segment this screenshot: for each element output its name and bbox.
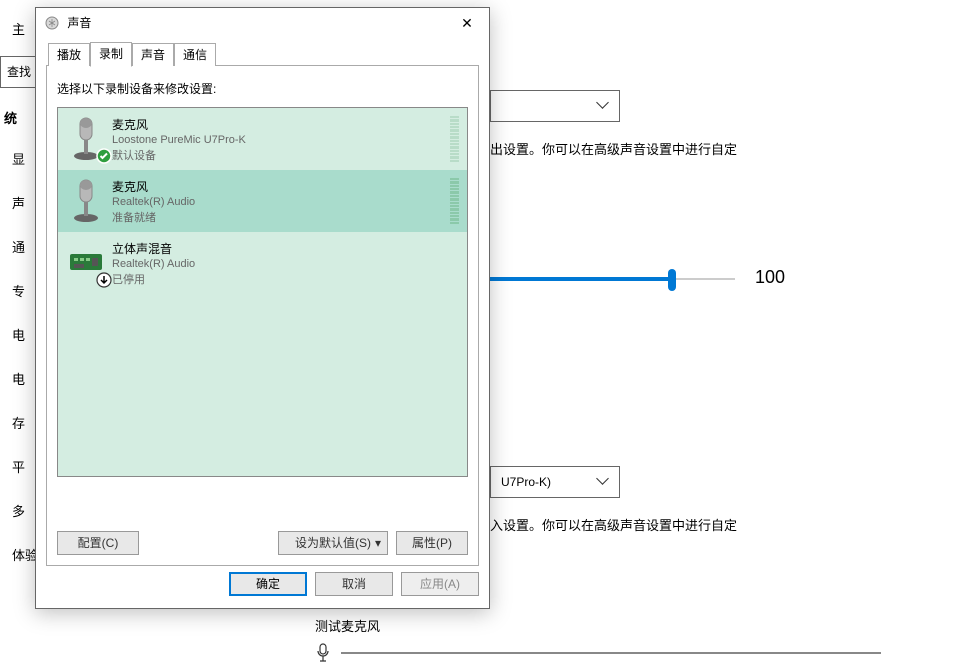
device-name: 立体声混音 [112,240,459,257]
output-device-dropdown[interactable] [490,90,620,122]
microphone-icon [66,114,106,162]
recording-device-list[interactable]: 麦克风Loostone PureMic U7Pro-K默认设备麦克风Realte… [57,107,468,477]
microphone-icon [315,643,331,663]
mic-test-level-track [341,652,881,654]
panel-instruction-label: 选择以下录制设备来修改设置: [57,80,468,97]
sidebar-list: 显 声 通 专 电 电 存 平 多 体验共享 [0,138,36,578]
recording-tab-panel: 选择以下录制设备来修改设置: 麦克风Loostone PureMic U7Pro… [46,66,479,566]
cancel-button[interactable]: 取消 [315,572,393,596]
sidebar-item[interactable]: 电 [0,314,36,358]
sidebar-item[interactable]: 声 [0,182,36,226]
level-meter [450,116,459,162]
set-default-button[interactable]: 设为默认值(S) ▾ [278,531,388,555]
chevron-down-icon: ▾ [375,532,381,554]
mic-test-label: 测试麦克风 [315,616,935,635]
tab-播放[interactable]: 播放 [48,43,90,66]
ok-button[interactable]: 确定 [229,572,307,596]
sound-dialog-icon [44,15,60,31]
dialog-footer: 确定 取消 应用(A) [36,572,489,598]
slider-thumb[interactable] [668,269,676,291]
sidebar-item[interactable]: 体验共享 [0,534,36,578]
close-button[interactable]: ✕ [445,8,489,38]
chevron-down-icon [597,476,609,488]
sidebar-item[interactable]: 电 [0,358,36,402]
apply-button[interactable]: 应用(A) [401,572,479,596]
tab-通信[interactable]: 通信 [174,43,216,66]
sidebar-section-header: 统 [0,108,36,127]
properties-button[interactable]: 属性(P) [396,531,468,555]
mic-test-section: 测试麦克风 [315,616,935,663]
sidebar-home[interactable]: 主 [0,8,36,52]
device-status: 默认设备 [112,147,459,163]
device-status: 已停用 [112,271,459,287]
level-meter [450,178,459,224]
set-default-label: 设为默认值(S) [295,536,371,550]
configure-button[interactable]: 配置(C) [57,531,139,555]
dialog-titlebar[interactable]: 声音 ✕ [36,8,489,38]
tab-声音[interactable]: 声音 [132,43,174,66]
sidebar-item[interactable]: 通 [0,226,36,270]
device-item[interactable]: 麦克风Realtek(R) Audio准备就绪 [58,170,467,232]
input-device-dropdown[interactable]: U7Pro-K) [490,466,620,498]
panel-button-row: 配置(C) 设为默认值(S) ▾ 属性(P) [57,531,468,555]
sound-dialog: 声音 ✕ 播放录制声音通信 选择以下录制设备来修改设置: 麦克风Loostone… [35,7,490,609]
sidebar-item[interactable]: 显 [0,138,36,182]
microphone-icon [66,176,106,224]
device-subtitle: Realtek(R) Audio [112,196,459,208]
device-status: 准备就绪 [112,209,459,225]
dropdown-text: U7Pro-K) [501,475,551,489]
device-name: 麦克风 [112,116,459,133]
soundcard-icon [66,238,106,286]
sidebar-search-input[interactable]: 查找 [0,56,36,88]
chevron-down-icon [597,100,609,112]
device-subtitle: Loostone PureMic U7Pro-K [112,134,459,146]
output-description: 出设置。你可以在高级声音设置中进行自定 [490,140,950,161]
device-subtitle: Realtek(R) Audio [112,258,459,270]
tab-strip: 播放录制声音通信 [46,42,479,66]
search-text: 查找 [7,65,31,79]
tab-录制[interactable]: 录制 [90,42,132,67]
sidebar-item[interactable]: 平 [0,446,36,490]
sidebar-item[interactable]: 专 [0,270,36,314]
device-item[interactable]: 立体声混音Realtek(R) Audio已停用 [58,232,467,294]
volume-value: 100 [755,267,785,288]
device-name: 麦克风 [112,178,459,195]
input-description: 入设置。你可以在高级声音设置中进行自定 [490,516,950,537]
device-item[interactable]: 麦克风Loostone PureMic U7Pro-K默认设备 [58,108,467,170]
sidebar-item[interactable]: 存 [0,402,36,446]
dialog-title: 声音 [67,16,91,30]
sidebar-item[interactable]: 多 [0,490,36,534]
